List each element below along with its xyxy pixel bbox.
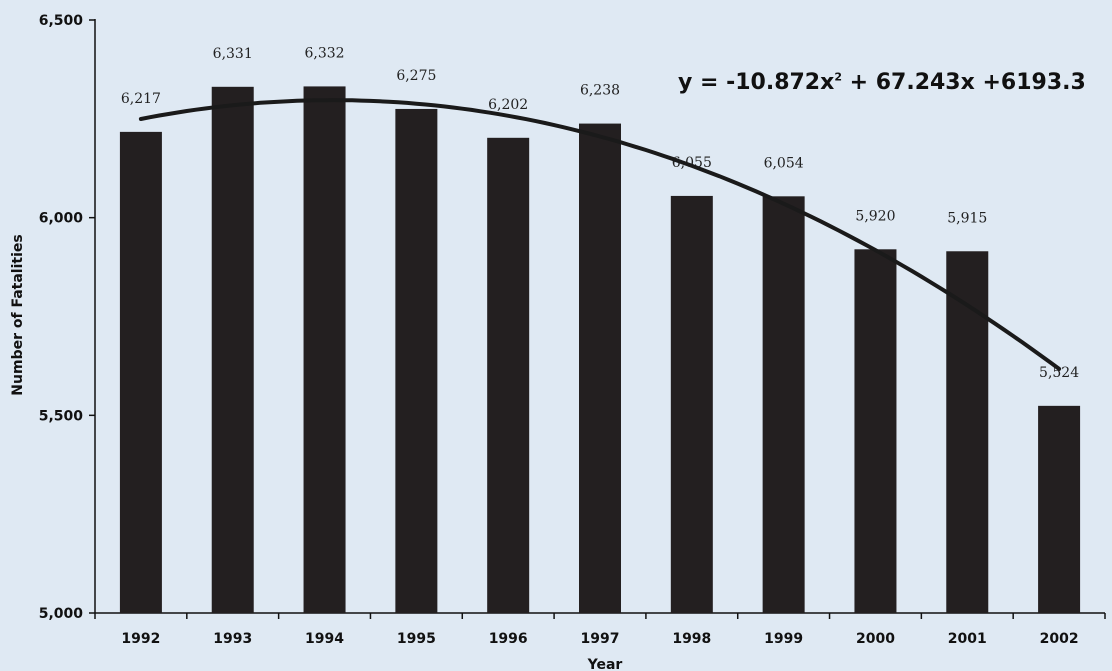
x-tick-label: 1995 (397, 631, 436, 647)
trend-eq-part-2: + 67.243x +6193.3 (841, 70, 1086, 95)
data-label: 6,202 (488, 97, 528, 113)
bar (303, 86, 346, 613)
x-tick-label: 2000 (856, 631, 895, 647)
data-label: 6,238 (580, 83, 620, 99)
x-tick-label: 2002 (1040, 631, 1079, 647)
trend-eq-part-1: y = -10.872x (678, 70, 835, 95)
y-tick-label: 6,000 (39, 211, 84, 227)
data-labels: 6,217 6,331 6,332 6,275 6,202 6,238 6,055 6,054… (121, 45, 1079, 380)
x-tick-label: 2001 (948, 631, 987, 647)
data-label: 6,055 (672, 155, 712, 171)
data-label: 5,915 (947, 210, 987, 226)
data-label: 6,332 (304, 45, 344, 61)
data-label: 5,920 (855, 208, 895, 224)
bar (395, 108, 438, 613)
bar (211, 86, 254, 613)
bar (854, 249, 897, 613)
data-label: 6,054 (764, 155, 804, 171)
y-tick-label: 5,500 (39, 408, 84, 424)
bar (946, 251, 989, 613)
data-label: 6,275 (396, 68, 436, 84)
x-tick-label: 1996 (489, 631, 528, 647)
data-label: 6,217 (121, 91, 161, 107)
x-axis-title: Year (587, 657, 623, 671)
trend-eq-exponent: 2 (834, 70, 842, 84)
data-label: 6,331 (213, 46, 253, 62)
x-tick-label: 1998 (672, 631, 711, 647)
x-tick-label: 1993 (213, 631, 252, 647)
bar (670, 195, 713, 613)
data-label: 5,524 (1039, 365, 1079, 381)
bar (487, 137, 530, 613)
x-tick-label: 1992 (121, 631, 160, 647)
bar (1038, 405, 1081, 613)
bar (579, 123, 621, 613)
x-tick-label: 1999 (764, 631, 803, 647)
x-tick-label: 1997 (581, 631, 620, 647)
bars (119, 86, 1081, 613)
trendline (138, 98, 1062, 371)
tick-labels: 5,000 5,500 6,000 6,500 1992 1993 1994 1995 1996… (39, 13, 1079, 647)
trendline-group (138, 98, 1062, 371)
trendline-equation: y = -10.872x2 + 67.243x +6193.3 (678, 70, 1086, 95)
x-tick-label: 1994 (305, 631, 344, 647)
bar (762, 196, 805, 613)
y-tick-label: 5,000 (39, 606, 84, 622)
y-tick-label: 6,500 (39, 13, 84, 29)
y-axis-title: Number of Fatalities (10, 234, 26, 395)
bar (119, 131, 162, 613)
